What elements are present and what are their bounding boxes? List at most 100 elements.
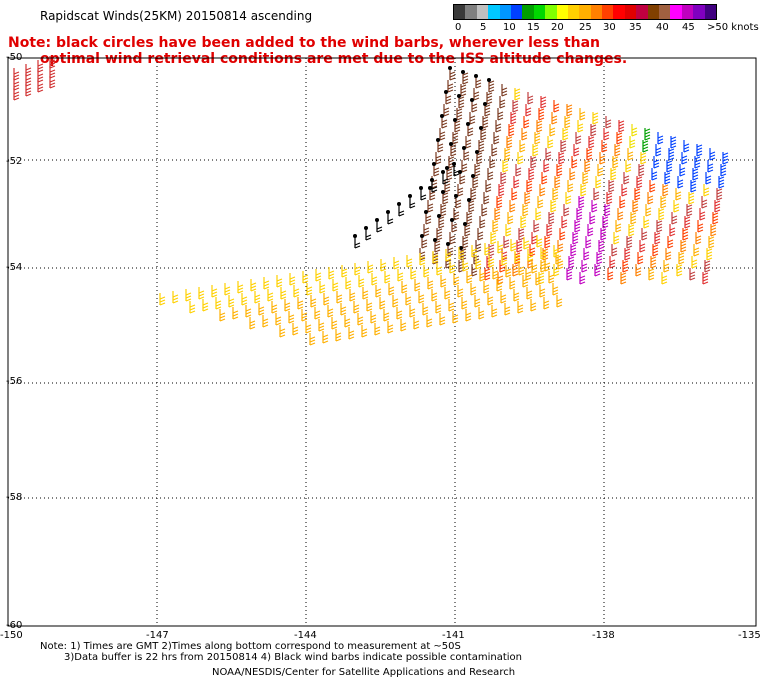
wind-barb xyxy=(509,200,516,213)
wind-barb xyxy=(237,281,244,294)
wind-barb xyxy=(423,265,430,278)
wind-barb xyxy=(479,216,486,229)
wind-barb xyxy=(375,285,382,298)
lat-label-50: -50 xyxy=(6,52,23,63)
wind-barb xyxy=(544,236,551,249)
wind-barb xyxy=(583,248,590,261)
wind-barb xyxy=(651,168,658,181)
wind-barb xyxy=(695,232,702,245)
wind-barb xyxy=(383,309,390,322)
wind-barb xyxy=(588,136,595,149)
wind-barb xyxy=(551,112,558,125)
wind-barb xyxy=(479,269,486,282)
wind-barb xyxy=(354,263,361,276)
wind-barb xyxy=(475,240,482,253)
wind-barb xyxy=(470,283,477,296)
wind-barb xyxy=(503,236,510,249)
wind-barb xyxy=(245,305,252,318)
wind-barb xyxy=(267,289,274,302)
wind-barb xyxy=(587,224,594,237)
wind-barb xyxy=(449,261,456,274)
wind-barb xyxy=(524,192,531,205)
wind-barb xyxy=(489,156,496,169)
wind-barb xyxy=(439,313,446,326)
wind-barb xyxy=(718,176,725,189)
wind-barb xyxy=(462,146,470,161)
wind-barb xyxy=(457,94,465,109)
wind-barb xyxy=(353,234,361,249)
wind-barb xyxy=(424,210,432,225)
wind-barb xyxy=(603,128,610,141)
wind-barb xyxy=(578,196,585,209)
wind-barb xyxy=(504,148,511,161)
wind-barb xyxy=(684,216,691,229)
wind-barb xyxy=(215,297,222,310)
wind-barb xyxy=(653,156,660,169)
wind-barb xyxy=(688,192,695,205)
wind-barb xyxy=(720,164,727,177)
wind-barb xyxy=(392,295,399,308)
lat-label-60: -60 xyxy=(6,620,23,631)
wind-barb xyxy=(586,148,593,161)
wind-barb xyxy=(397,202,405,217)
wind-barb xyxy=(477,228,484,241)
wind-barb xyxy=(452,311,459,324)
wind-barb xyxy=(305,321,312,334)
wind-barb xyxy=(535,208,542,221)
wind-barb xyxy=(366,299,373,312)
wind-barb xyxy=(518,228,525,241)
wind-barb xyxy=(513,289,520,302)
wind-barb xyxy=(678,252,685,265)
wind-barb xyxy=(410,267,417,280)
wind-barb xyxy=(625,160,632,173)
wind-barb xyxy=(444,287,451,300)
legend-color-swatch xyxy=(567,5,580,19)
wind-barb xyxy=(676,264,683,277)
wind-barb xyxy=(441,170,449,185)
legend-color-swatch xyxy=(465,5,477,19)
wind-barb xyxy=(396,307,403,320)
wind-barb xyxy=(550,200,557,213)
wind-barb xyxy=(701,196,708,209)
map-grid xyxy=(8,58,756,626)
wind-barb xyxy=(280,287,287,300)
wind-barb xyxy=(683,140,690,153)
wind-barb xyxy=(491,305,498,318)
wind-barb xyxy=(597,164,604,177)
legend-color-swatch xyxy=(533,5,546,19)
wind-barb xyxy=(533,220,540,233)
wind-barb xyxy=(526,287,533,300)
wind-barb xyxy=(443,104,450,117)
wind-barb xyxy=(722,152,729,165)
wind-barb xyxy=(465,136,472,149)
wind-barb xyxy=(621,184,628,197)
wind-barb xyxy=(511,188,518,201)
legend-color-swatch xyxy=(545,5,557,19)
legend-label-10: 10 xyxy=(503,22,516,33)
wind-barb xyxy=(554,176,561,189)
wind-barb xyxy=(219,309,226,322)
wind-barb xyxy=(408,194,416,209)
legend-color-swatch xyxy=(510,5,523,19)
wind-barb xyxy=(487,78,495,93)
wind-barb xyxy=(616,132,623,145)
lat-label-56: -56 xyxy=(6,376,23,387)
wind-barb xyxy=(211,285,218,298)
wind-barb xyxy=(600,228,607,241)
wind-barb xyxy=(675,188,682,201)
wind-barb xyxy=(447,80,454,93)
wind-barb xyxy=(648,268,655,281)
wind-barb xyxy=(553,245,560,258)
wind-barb xyxy=(510,112,517,125)
wind-barb xyxy=(426,315,433,328)
wind-barb xyxy=(652,244,659,257)
wind-barb xyxy=(437,214,445,229)
wind-barb xyxy=(466,212,473,225)
wind-barb xyxy=(642,140,649,153)
wind-barb xyxy=(500,291,507,304)
legend-color-swatch xyxy=(590,5,603,19)
wind-barb xyxy=(615,220,622,233)
wind-barb xyxy=(497,272,504,285)
wind-barb xyxy=(284,299,291,312)
wind-barb xyxy=(553,100,560,113)
